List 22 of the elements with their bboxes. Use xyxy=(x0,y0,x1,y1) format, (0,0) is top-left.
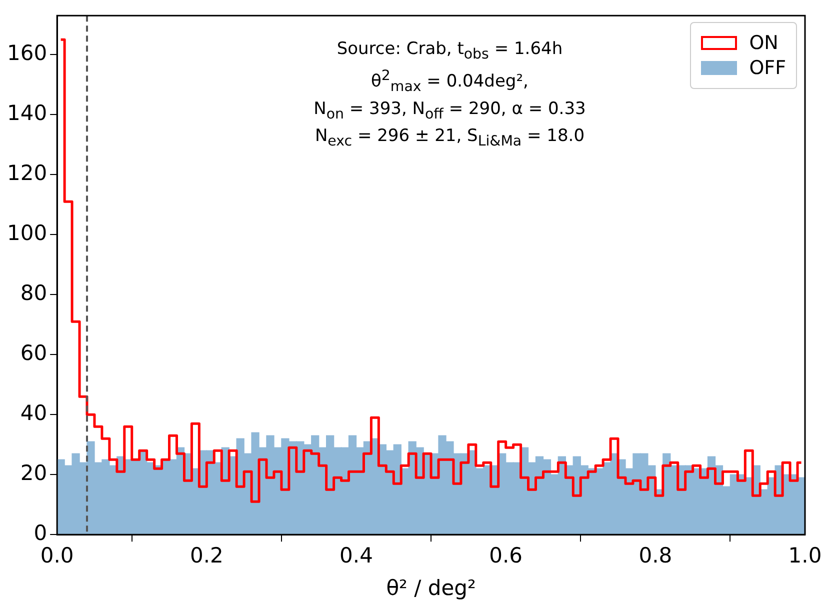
annotation: Source: Crab, t$_{obs}$ = 1.64h xyxy=(336,38,564,64)
y-tick-label: 40 xyxy=(20,401,48,426)
legend-label: ON xyxy=(749,32,778,54)
y-tick-label: 0 xyxy=(34,521,48,546)
y-tick-label: 80 xyxy=(20,281,48,306)
y-tick-label: 100 xyxy=(6,221,48,246)
y-tick-label: 60 xyxy=(20,341,48,366)
x-tick-label: 0.8 xyxy=(638,544,672,568)
y-tick-label: 120 xyxy=(6,161,48,186)
annotation: θ$^{2}$$_{max}$ = 0.04deg², xyxy=(370,66,530,98)
x-axis-title: θ² / deg² xyxy=(386,576,476,600)
annotation: N$_{exc}$ = 296 ± 21, S$_{Li&Ma}$ = 18.0 xyxy=(314,125,586,152)
x-tick-label: 0.2 xyxy=(190,544,224,568)
x-tick-label: 0.6 xyxy=(489,544,523,568)
x-tick-label: 1.0 xyxy=(788,544,822,568)
y-tick-label: 160 xyxy=(6,41,48,66)
x-tick-label: 0.0 xyxy=(40,544,74,568)
legend-label: OFF xyxy=(749,56,786,79)
y-tick-label: 20 xyxy=(20,461,48,486)
y-tick-label: 140 xyxy=(6,101,48,126)
x-tick-label: 0.4 xyxy=(340,544,373,568)
annotation: N$_{on}$ = 393, N$_{off}$ = 290, α = 0.33 xyxy=(314,98,586,124)
